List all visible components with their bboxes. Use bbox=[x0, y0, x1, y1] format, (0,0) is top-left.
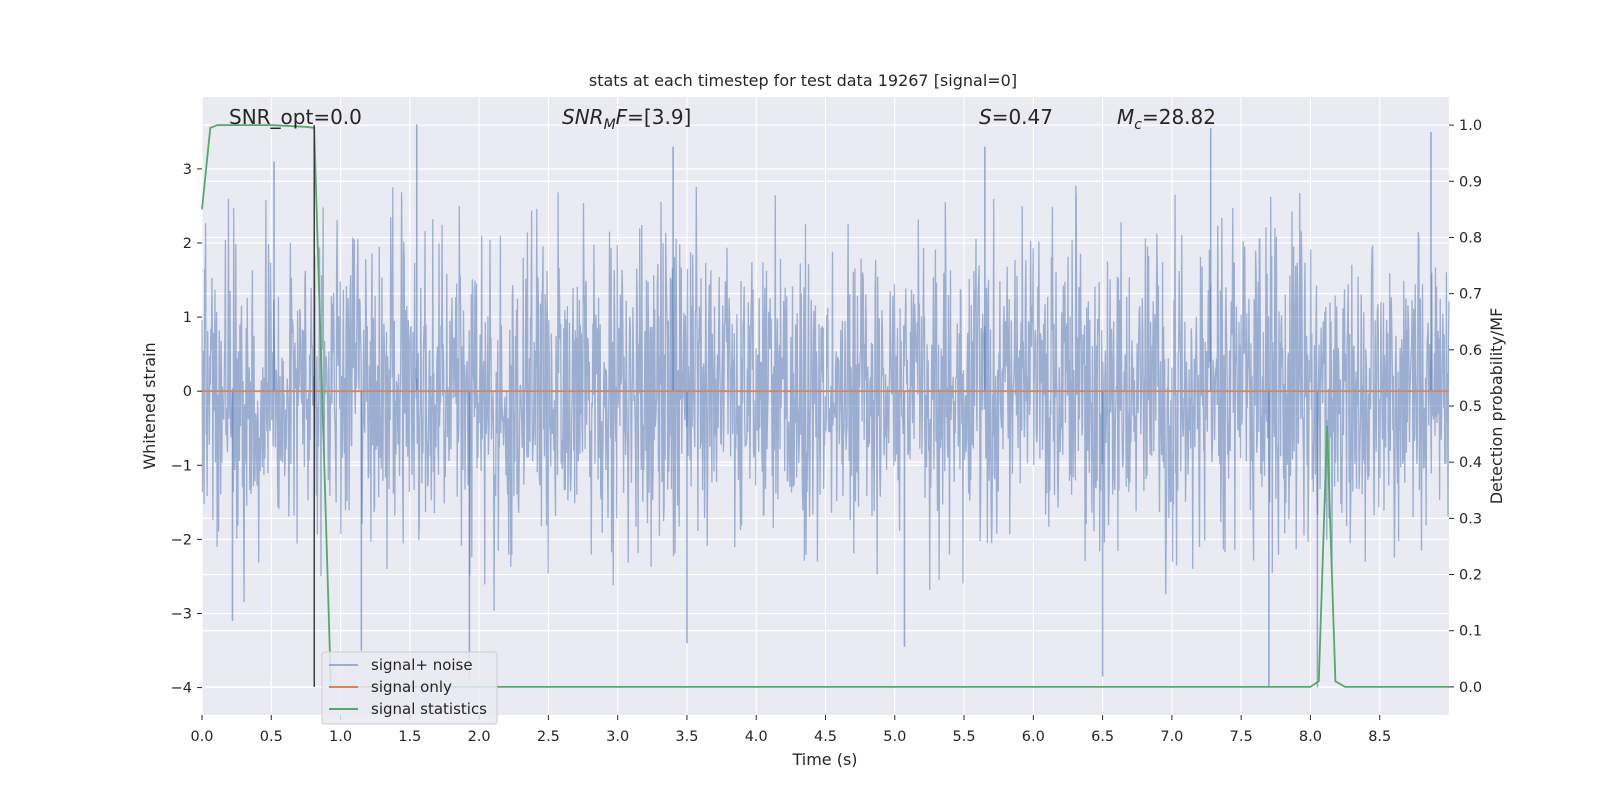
y-right-tick-label: 0.8 bbox=[1459, 230, 1482, 246]
annotation-s: S=0.47 bbox=[979, 105, 1053, 129]
x-tick-label: 5.0 bbox=[883, 729, 906, 745]
x-tick-label: 4.0 bbox=[745, 729, 768, 745]
annotation-s-value: =0.47 bbox=[992, 105, 1053, 129]
y-right-tick-label: 0.3 bbox=[1459, 511, 1482, 527]
y-left-tick-label: 1 bbox=[183, 310, 192, 326]
x-tick-label: 6.0 bbox=[1022, 729, 1045, 745]
y-left-tick-label: −4 bbox=[171, 681, 192, 697]
x-tick-label: 4.5 bbox=[814, 729, 837, 745]
annotation-snr-mf-subscript: M bbox=[604, 117, 616, 133]
x-tick-label: 1.0 bbox=[329, 729, 352, 745]
y-right-tick-label: 0.2 bbox=[1459, 568, 1482, 584]
y-right-tick-label: 1.0 bbox=[1459, 118, 1482, 134]
y-left-tick-label: 2 bbox=[183, 236, 192, 252]
annotation-snr-opt: SNR_opt=0.0 bbox=[229, 105, 362, 129]
annotation-mc-value: =28.82 bbox=[1142, 105, 1216, 129]
annotation-mc-subscript: c bbox=[1134, 117, 1142, 133]
series-signal-noise bbox=[201, 124, 1450, 688]
legend-label-signal-statistics: signal statistics bbox=[371, 700, 487, 718]
annotation-snr-mf-symbol: SNR bbox=[562, 105, 604, 129]
annotation-mc-symbol: M bbox=[1117, 105, 1134, 129]
x-tick-label: 0.5 bbox=[260, 729, 283, 745]
noise-trace bbox=[201, 185, 1450, 611]
legend-label-signal-noise: signal+ noise bbox=[371, 656, 473, 674]
y-left-tick-label: −2 bbox=[171, 532, 192, 548]
chart-title: stats at each timestep for test data 192… bbox=[589, 71, 1017, 90]
annotation-snr-mf-symbol-f: F bbox=[616, 105, 628, 129]
x-tick-label: 6.5 bbox=[1091, 729, 1114, 745]
y-axis-right-label: Detection probability/MF bbox=[1487, 308, 1506, 505]
y-right-tick-label: 0.9 bbox=[1459, 174, 1482, 190]
y-left-tick-label: 3 bbox=[183, 162, 192, 178]
legend: signal+ noise signal only signal statist… bbox=[321, 651, 498, 725]
annotations: SNR_opt=0.0 SNRMF=[3.9] S=0.47 Mc=28.82 bbox=[229, 105, 1216, 133]
x-axis-label: Time (s) bbox=[791, 750, 857, 769]
y-right-tick-label: 0.1 bbox=[1459, 624, 1482, 640]
y-left-tick-label: −1 bbox=[171, 458, 192, 474]
y-right-tick-label: 0.7 bbox=[1459, 287, 1482, 303]
x-tick-label: 7.5 bbox=[1230, 729, 1253, 745]
y-axis-left-ticks: −4 −3 −2 −1 0 1 2 3 bbox=[171, 162, 202, 697]
x-tick-label: 7.0 bbox=[1160, 729, 1183, 745]
y-left-tick-label: 0 bbox=[183, 384, 192, 400]
legend-label-signal-only: signal only bbox=[371, 678, 452, 696]
x-tick-label: 8.0 bbox=[1299, 729, 1322, 745]
x-tick-label: 3.5 bbox=[675, 729, 698, 745]
annotation-snr-mf: SNRMF=[3.9] bbox=[562, 105, 691, 133]
x-axis-ticks: 0.0 0.5 1.0 1.5 2.0 2.5 3.0 3.5 4.0 4.5 5.0 5.5 6.0 6… bbox=[190, 715, 1391, 745]
y-right-tick-label: 0.4 bbox=[1459, 455, 1482, 471]
y-axis-left-label: Whitened strain bbox=[140, 342, 159, 469]
annotation-mc: Mc=28.82 bbox=[1117, 105, 1216, 133]
x-tick-label: 3.0 bbox=[606, 729, 629, 745]
legend-box bbox=[321, 651, 498, 725]
x-tick-label: 0.0 bbox=[190, 729, 213, 745]
x-tick-label: 2.0 bbox=[468, 729, 491, 745]
y-axis-right-ticks: 0.0 0.1 0.2 0.3 0.4 0.5 0.6 0.7 0.8 0.9 1.0 bbox=[1449, 118, 1482, 696]
y-left-tick-label: −3 bbox=[171, 606, 192, 622]
annotation-snr-mf-value: =[3.9] bbox=[627, 105, 691, 129]
y-right-tick-label: 0.5 bbox=[1459, 399, 1482, 415]
y-right-tick-label: 0.6 bbox=[1459, 343, 1482, 359]
x-tick-label: 5.5 bbox=[953, 729, 976, 745]
y-right-tick-label: 0.0 bbox=[1459, 680, 1482, 696]
x-tick-label: 1.5 bbox=[398, 729, 421, 745]
x-tick-label: 2.5 bbox=[537, 729, 560, 745]
x-tick-label: 8.5 bbox=[1368, 729, 1391, 745]
annotation-s-symbol: S bbox=[979, 105, 992, 129]
